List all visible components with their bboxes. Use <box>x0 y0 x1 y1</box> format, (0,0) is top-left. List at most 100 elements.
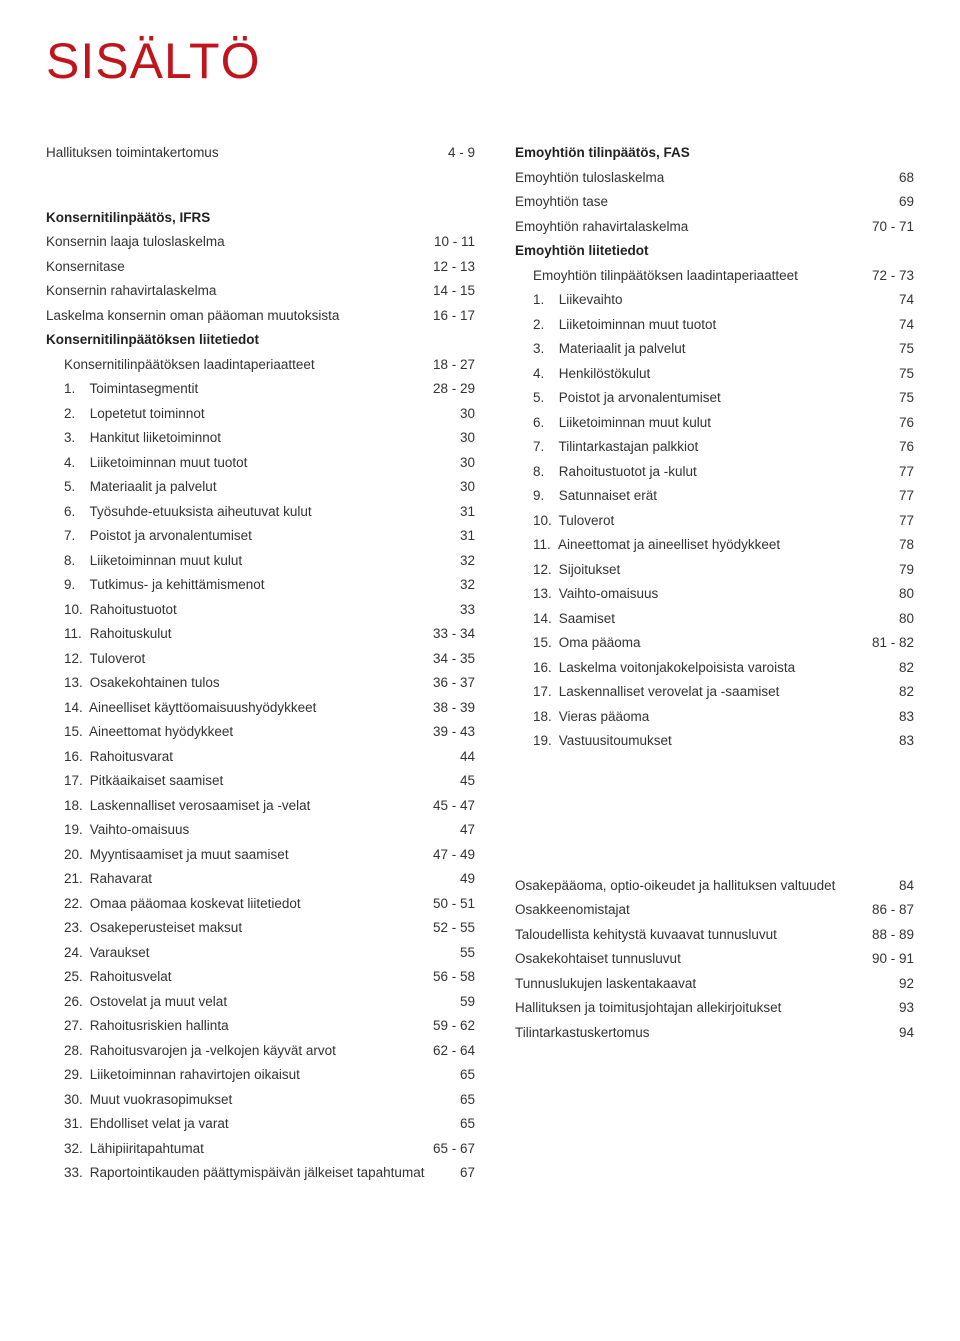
toc-pages: 80 <box>899 587 914 601</box>
toc-pages: 16 - 17 <box>433 309 475 323</box>
toc-pages: 83 <box>899 710 914 724</box>
toc-label: 7. Tilintarkastajan palkkiot <box>515 440 899 454</box>
toc-pages: 59 <box>460 995 475 1009</box>
toc-number: 22. <box>64 897 86 911</box>
toc-row: 15. Oma pääoma81 - 82 <box>515 636 914 650</box>
toc-label: 16. Laskelma voitonjakokelpoisista varoi… <box>515 661 899 675</box>
toc-row: 15. Aineettomat hyödykkeet39 - 43 <box>46 725 475 739</box>
toc-number: 18. <box>64 799 86 813</box>
toc-row: 17. Laskennalliset verovelat ja -saamise… <box>515 685 914 699</box>
toc-label: 13. Osakekohtainen tulos <box>46 676 433 690</box>
toc-label: 4. Liiketoiminnan muut tuotot <box>46 456 460 470</box>
toc-label: Emoyhtiön tilinpäätös, FAS <box>515 146 914 160</box>
toc-row: 24. Varaukset55 <box>46 946 475 960</box>
toc-row: 8. Rahoitustuotot ja -kulut77 <box>515 465 914 479</box>
toc-label: 26. Ostovelat ja muut velat <box>46 995 460 1009</box>
toc-pages: 84 <box>899 879 914 893</box>
toc-pages: 30 <box>460 480 475 494</box>
toc-row: 30. Muut vuokrasopimukset65 <box>46 1093 475 1107</box>
toc-number: 1. <box>64 382 86 396</box>
toc-pages: 86 - 87 <box>872 903 914 917</box>
toc-label: Konsernin rahavirtalaskelma <box>46 284 433 298</box>
toc-number: 18. <box>533 710 555 724</box>
toc-group: Emoyhtiön tuloslaskelma68Emoyhtiön tase6… <box>515 171 914 234</box>
toc-pages: 47 - 49 <box>433 848 475 862</box>
toc-row: 19. Vastuusitoumukset83 <box>515 734 914 748</box>
toc-number: 5. <box>533 391 555 405</box>
toc-row: 4. Liiketoiminnan muut tuotot30 <box>46 456 475 470</box>
toc-row: 2. Liiketoiminnan muut tuotot74 <box>515 318 914 332</box>
toc-pages: 65 - 67 <box>433 1142 475 1156</box>
toc-label: 23. Osakeperusteiset maksut <box>46 921 433 935</box>
toc-label: 20. Myyntisaamiset ja muut saamiset <box>46 848 433 862</box>
toc-pages: 74 <box>899 293 914 307</box>
toc-pages: 14 - 15 <box>433 284 475 298</box>
toc-pages: 30 <box>460 431 475 445</box>
toc-row: 21. Rahavarat49 <box>46 872 475 886</box>
toc-row: Taloudellista kehitystä kuvaavat tunnusl… <box>515 928 914 942</box>
toc-pages: 70 - 71 <box>872 220 914 234</box>
toc-number: 17. <box>64 774 86 788</box>
toc-pages: 79 <box>899 563 914 577</box>
toc-row: 10. Rahoitustuotot33 <box>46 603 475 617</box>
toc-row: 5. Materiaalit ja palvelut30 <box>46 480 475 494</box>
toc-number: 2. <box>64 407 86 421</box>
toc-row: 3. Hankitut liiketoiminnot30 <box>46 431 475 445</box>
toc-pages: 94 <box>899 1026 914 1040</box>
toc-heading: Emoyhtiön tilinpäätös, FAS <box>515 146 914 160</box>
toc-label: 8. Rahoitustuotot ja -kulut <box>515 465 899 479</box>
toc-number: 27. <box>64 1019 86 1033</box>
toc-label: 15. Oma pääoma <box>515 636 872 650</box>
toc-number: 2. <box>533 318 555 332</box>
toc-row: 22. Omaa pääomaa koskevat liitetiedot50 … <box>46 897 475 911</box>
toc-number: 12. <box>64 652 86 666</box>
toc-label: 4. Henkilöstökulut <box>515 367 899 381</box>
toc-row: Laskelma konsernin oman pääoman muutoksi… <box>46 309 475 323</box>
toc-number: 10. <box>533 514 555 528</box>
toc-label: Tilintarkastuskertomus <box>515 1026 899 1040</box>
toc-label: Emoyhtiön tilinpäätöksen laadintaperiaat… <box>515 269 872 283</box>
toc-number: 13. <box>64 676 86 690</box>
toc-number: 30. <box>64 1093 86 1107</box>
toc-pages: 76 <box>899 416 914 430</box>
toc-number: 5. <box>64 480 86 494</box>
toc-number: 15. <box>64 725 86 739</box>
toc-label: 10. Rahoitustuotot <box>46 603 460 617</box>
toc-number: 6. <box>533 416 555 430</box>
toc-label: Taloudellista kehitystä kuvaavat tunnusl… <box>515 928 872 942</box>
toc-row: Emoyhtiön tase69 <box>515 195 914 209</box>
toc-row: 31. Ehdolliset velat ja varat65 <box>46 1117 475 1131</box>
toc-number: 28. <box>64 1044 86 1058</box>
toc-number: 19. <box>533 734 555 748</box>
toc-label: 11. Rahoituskulut <box>46 627 433 641</box>
toc-label: 25. Rahoitusvelat <box>46 970 433 984</box>
toc-number: 8. <box>533 465 555 479</box>
toc-pages: 56 - 58 <box>433 970 475 984</box>
toc-label: 16. Rahoitusvarat <box>46 750 460 764</box>
toc-label: 9. Tutkimus- ja kehittämismenot <box>46 578 460 592</box>
toc-row: 3. Materiaalit ja palvelut75 <box>515 342 914 356</box>
toc-pages: 83 <box>899 734 914 748</box>
toc-pages: 82 <box>899 685 914 699</box>
toc-pages: 90 - 91 <box>872 952 914 966</box>
toc-row: 4. Henkilöstökulut75 <box>515 367 914 381</box>
toc-pages: 82 <box>899 661 914 675</box>
toc-row: 18. Laskennalliset verosaamiset ja -vela… <box>46 799 475 813</box>
toc-number: 33. <box>64 1166 86 1180</box>
toc-pages: 45 - 47 <box>433 799 475 813</box>
toc-number: 11. <box>64 627 86 641</box>
toc-row: 29. Liiketoiminnan rahavirtojen oikaisut… <box>46 1068 475 1082</box>
toc-pages: 52 - 55 <box>433 921 475 935</box>
toc-label: 6. Liiketoiminnan muut kulut <box>515 416 899 430</box>
toc-label: Emoyhtiön tase <box>515 195 899 209</box>
toc-pages: 74 <box>899 318 914 332</box>
toc-pages: 12 - 13 <box>433 260 475 274</box>
toc-number: 23. <box>64 921 86 935</box>
toc-label: 19. Vastuusitoumukset <box>515 734 899 748</box>
toc-row: Konsernitase12 - 13 <box>46 260 475 274</box>
toc-number: 9. <box>533 489 555 503</box>
toc-number: 20. <box>64 848 86 862</box>
toc-label: 28. Rahoitusvarojen ja -velkojen käyvät … <box>46 1044 433 1058</box>
toc-row: 23. Osakeperusteiset maksut52 - 55 <box>46 921 475 935</box>
toc-label: 22. Omaa pääomaa koskevat liitetiedot <box>46 897 433 911</box>
